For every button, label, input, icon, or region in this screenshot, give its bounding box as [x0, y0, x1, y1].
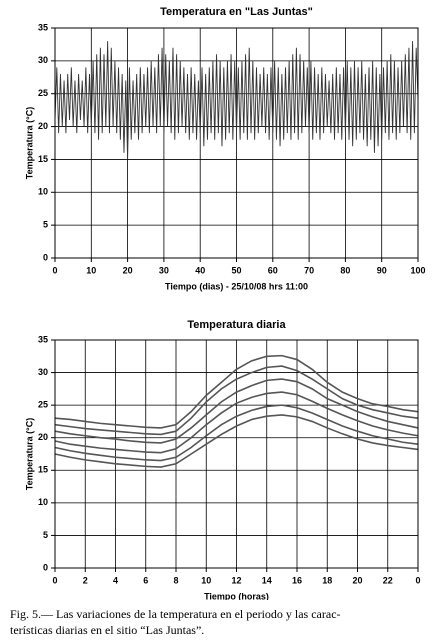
x-tick-label: 20 [123, 265, 133, 275]
data-line [54, 391, 419, 454]
x-tick-label: 14 [262, 575, 272, 585]
data-line [54, 378, 419, 444]
y-tick-label: 10 [38, 187, 48, 197]
chart-title: Temperatura diaria [187, 319, 286, 331]
x-tick-label: 22 [383, 575, 393, 585]
x-axis-label: Tiempo (horas) [204, 591, 269, 600]
y-tick-label: 35 [38, 334, 48, 344]
x-tick-label: 80 [340, 265, 350, 275]
data-line [54, 41, 419, 160]
x-tick-label: 10 [86, 265, 96, 275]
caption: Fig. 5.— Las variaciones de la temperatu… [10, 606, 430, 638]
data-line [54, 404, 419, 462]
x-tick-label: 20 [352, 575, 362, 585]
x-tick-label: 6 [143, 575, 148, 585]
x-tick-label: 16 [292, 575, 302, 585]
x-tick-label: 8 [173, 575, 178, 585]
x-tick-label: 40 [195, 265, 205, 275]
x-tick-label: 90 [377, 265, 387, 275]
y-tick-label: 15 [38, 154, 48, 164]
y-tick-label: 15 [38, 465, 48, 475]
y-tick-label: 30 [38, 367, 48, 377]
data-line [54, 365, 419, 436]
x-tick-label: 50 [231, 265, 241, 275]
x-tick-label: 60 [268, 265, 278, 275]
x-tick-label: 12 [231, 575, 241, 585]
y-tick-label: 20 [38, 432, 48, 442]
chart-title: Temperatura en "Las Juntas" [160, 6, 313, 18]
y-tick-label: 10 [38, 497, 48, 507]
figure: Temperatura en "Las Juntas"0510152025303… [24, 6, 425, 600]
plot-frame [54, 339, 419, 569]
y-axis-label: Temperatura (°C) [24, 107, 34, 179]
y-tick-label: 0 [43, 252, 48, 262]
x-tick-label: 0 [52, 575, 57, 585]
x-tick-label: 0 [415, 575, 420, 585]
data-line [54, 414, 419, 468]
caption-line: terísticas diarias en el sitio “Las Junt… [10, 623, 205, 637]
x-tick-label: 2 [83, 575, 88, 585]
y-tick-label: 0 [43, 562, 48, 572]
x-axis-label: Tiempo (dias) - 25/10/08 hrs 11:00 [165, 281, 308, 291]
x-tick-label: 100 [410, 265, 425, 275]
y-tick-label: 35 [38, 22, 48, 32]
y-tick-label: 20 [38, 121, 48, 131]
x-tick-label: 18 [322, 575, 332, 585]
x-tick-label: 30 [159, 265, 169, 275]
caption-line: Fig. 5.— Las variaciones de la temperatu… [10, 607, 341, 621]
y-tick-label: 30 [38, 55, 48, 65]
x-tick-label: 70 [304, 265, 314, 275]
x-tick-label: 0 [52, 265, 57, 275]
plot-frame [54, 27, 419, 259]
y-tick-label: 25 [38, 88, 48, 98]
x-tick-label: 4 [113, 575, 118, 585]
y-tick-label: 5 [43, 220, 48, 230]
data-line [54, 354, 419, 429]
x-tick-label: 10 [201, 575, 211, 585]
y-tick-label: 5 [43, 530, 48, 540]
y-tick-label: 25 [38, 400, 48, 410]
y-axis-label: Temperatura (°C) [24, 418, 34, 490]
